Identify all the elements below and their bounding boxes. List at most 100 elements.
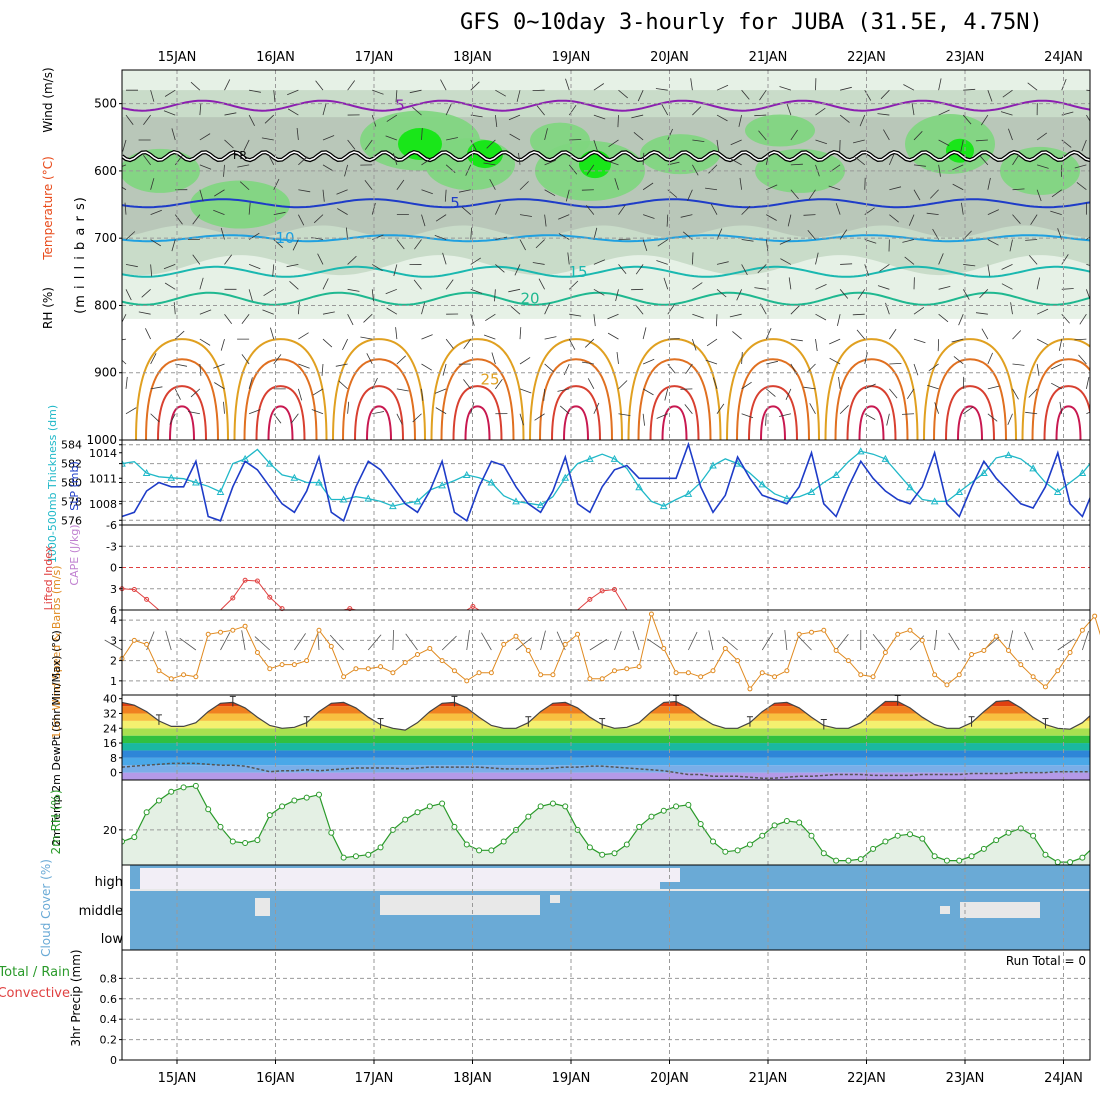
wind-barb xyxy=(987,352,993,365)
wind-barb xyxy=(787,214,792,227)
wind-barb xyxy=(739,177,743,190)
surface-temperature-contour xyxy=(1043,385,1090,440)
wind-barb xyxy=(855,156,866,166)
wind-barb xyxy=(385,135,398,141)
wind-barb xyxy=(298,156,308,166)
wind-barb xyxy=(1036,338,1048,346)
wind10m-ylabel: 10m Wind Speed & Barbs (m/s) xyxy=(50,565,63,738)
slp-ylabel: SLP (mb) xyxy=(68,461,81,511)
axis-tick-label: 20 xyxy=(103,824,117,837)
wind-10m-point xyxy=(722,645,728,651)
axis-tick-label: 800 xyxy=(94,298,117,312)
wind-barb xyxy=(273,90,276,103)
surface-temperature-contour xyxy=(430,338,525,440)
wind-barb xyxy=(815,139,828,145)
wind-10m-point xyxy=(193,674,199,680)
wind-barb xyxy=(828,185,841,191)
wind-barb xyxy=(691,252,694,265)
surface-temperature-contour xyxy=(551,385,601,440)
wind-10m-barb xyxy=(589,639,608,651)
wind-10m-barb xyxy=(294,633,306,651)
wind-barb xyxy=(559,405,570,415)
wind-barb xyxy=(495,378,503,390)
surface-temperature-contour xyxy=(563,405,589,440)
wind-barb xyxy=(633,131,644,141)
rh2m-point xyxy=(365,851,372,858)
surface-temperature-contour xyxy=(255,385,306,440)
wind-barb xyxy=(289,281,299,290)
wind-barb xyxy=(1036,363,1040,376)
wind-barb xyxy=(421,388,424,401)
wind-barb xyxy=(192,254,201,265)
wind-barb xyxy=(938,286,951,290)
surface-temperature-contour xyxy=(464,405,491,440)
thickness-point xyxy=(438,481,446,489)
wind-barb xyxy=(272,264,275,277)
wind-10m-point xyxy=(845,658,851,664)
rh2m-point xyxy=(217,823,224,830)
wind-barb xyxy=(829,338,841,345)
wind-barb xyxy=(213,209,225,216)
wind-10m-point xyxy=(378,664,384,670)
temperature-band xyxy=(122,735,1090,744)
wind-barb xyxy=(928,363,939,372)
wind-barb xyxy=(494,115,498,128)
wind-10m-point xyxy=(993,633,999,639)
surface-temperature-contour xyxy=(824,338,919,440)
wind-10m-point xyxy=(673,670,679,676)
wind-10m-point xyxy=(895,631,901,637)
wind-barb xyxy=(913,164,926,167)
wind-barb xyxy=(926,212,939,216)
wind-barb xyxy=(618,204,626,215)
wind-10m-point xyxy=(181,672,187,678)
wind-10m-point xyxy=(1006,647,1011,653)
wind-10m-point xyxy=(304,658,310,664)
wind-barb xyxy=(803,386,816,390)
date-label-top: 23JAN xyxy=(946,50,985,65)
surface-temperature-contour xyxy=(233,338,328,440)
precip-legend-convective: Convective xyxy=(0,986,70,1001)
wind-10m-point xyxy=(131,637,137,643)
wind-barb xyxy=(461,206,472,215)
wind-barb xyxy=(840,263,853,265)
wind-barb xyxy=(1012,154,1020,166)
wind-barb xyxy=(614,178,619,190)
wind-10m-point xyxy=(562,641,568,647)
wind-10m-point xyxy=(599,676,605,682)
wind-barb xyxy=(1086,236,1090,240)
axis-tick-label: 0.8 xyxy=(100,972,118,985)
surface-temperature-contour xyxy=(1031,358,1090,440)
wind-barb xyxy=(470,81,480,91)
wind-barb xyxy=(122,314,127,324)
wind-10m-point xyxy=(624,666,630,672)
wind-barb xyxy=(963,406,974,415)
wind-10m-point xyxy=(747,686,753,692)
wind-barb xyxy=(122,139,127,152)
wind-10m-point xyxy=(353,666,359,672)
thickness-point xyxy=(389,502,397,510)
wind-barb xyxy=(913,338,926,344)
lifted-index-point xyxy=(267,594,273,600)
rh2m-point xyxy=(980,845,987,852)
wind-barb xyxy=(519,357,531,365)
rh2m-point xyxy=(1030,832,1037,839)
lifted-index-point xyxy=(242,577,248,583)
wind-barb xyxy=(237,164,250,168)
wind-barb xyxy=(780,258,792,265)
wind-barb xyxy=(765,413,767,426)
wind-barb xyxy=(692,164,699,176)
date-label-top: 19JAN xyxy=(552,50,591,65)
wind-barb xyxy=(593,227,598,240)
thickness-point xyxy=(856,447,865,455)
rh2m-point xyxy=(820,850,827,857)
lifted-index-point xyxy=(587,596,593,602)
date-label-bottom: 15JAN xyxy=(158,1071,197,1086)
wind-barb xyxy=(199,338,211,346)
wind-barb xyxy=(544,336,557,340)
wind-10m-point xyxy=(1018,662,1024,668)
wind-barb xyxy=(987,239,999,246)
wind-barb xyxy=(975,139,988,142)
wind-barb xyxy=(785,388,792,400)
wind-barb xyxy=(150,209,162,216)
